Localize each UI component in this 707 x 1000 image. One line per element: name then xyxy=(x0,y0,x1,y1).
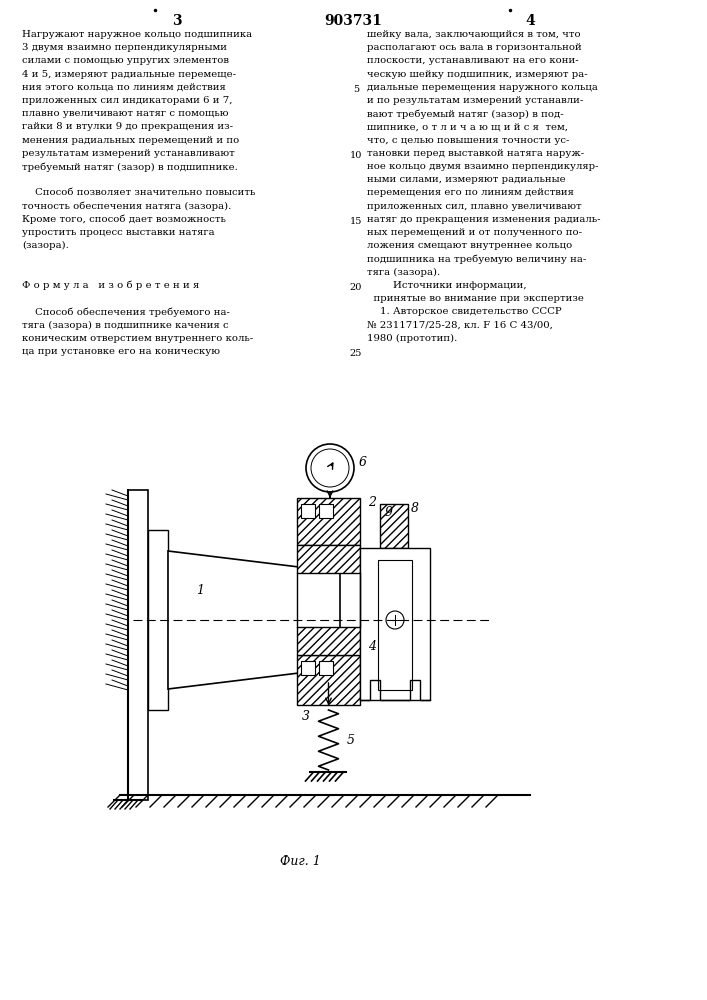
Text: плавно увеличивают натяг с помощью: плавно увеличивают натяг с помощью xyxy=(22,109,228,118)
Bar xyxy=(297,627,360,655)
Text: 4: 4 xyxy=(368,641,376,654)
Text: ния этого кольца по линиям действия: ния этого кольца по линиям действия xyxy=(22,83,226,92)
Text: 25: 25 xyxy=(350,349,362,358)
Text: 3: 3 xyxy=(302,710,310,724)
Bar xyxy=(148,530,168,710)
Text: Кроме того, способ дает возможность: Кроме того, способ дает возможность xyxy=(22,215,226,224)
Text: 9: 9 xyxy=(385,506,393,520)
Circle shape xyxy=(306,444,354,492)
Text: шейку вала, заключающийся в том, что: шейку вала, заключающийся в том, что xyxy=(367,30,580,39)
Text: 2: 2 xyxy=(368,496,376,510)
Bar xyxy=(360,548,430,700)
Bar xyxy=(128,490,148,800)
Text: (зазора).: (зазора). xyxy=(22,241,69,250)
Text: тяга (зазора) в подшипнике качения с: тяга (зазора) в подшипнике качения с xyxy=(22,320,228,330)
Text: шипнике, о т л и ч а ю щ и й с я  тем,: шипнике, о т л и ч а ю щ и й с я тем, xyxy=(367,122,568,131)
Bar xyxy=(301,504,315,518)
Text: тановки перед выставкой натяга наруж-: тановки перед выставкой натяга наруж- xyxy=(367,149,584,158)
Text: 1: 1 xyxy=(196,584,204,596)
Bar xyxy=(380,504,408,548)
Bar xyxy=(297,498,360,545)
Bar xyxy=(378,560,412,690)
Text: 8: 8 xyxy=(411,502,419,516)
Text: Источники информации,: Источники информации, xyxy=(367,281,527,290)
Text: упростить процесс выставки натяга: упростить процесс выставки натяга xyxy=(22,228,215,237)
Text: ческую шейку подшипник, измеряют ра-: ческую шейку подшипник, измеряют ра- xyxy=(367,70,588,79)
Bar xyxy=(319,504,333,518)
Bar xyxy=(301,661,315,675)
Text: 5: 5 xyxy=(353,85,359,94)
Text: коническим отверстием внутреннего коль-: коническим отверстием внутреннего коль- xyxy=(22,334,253,343)
Text: принятые во внимание при экспертизе: принятые во внимание при экспертизе xyxy=(367,294,584,303)
Text: Фиг. 1: Фиг. 1 xyxy=(280,855,320,868)
Text: располагают ось вала в горизонтальной: располагают ось вала в горизонтальной xyxy=(367,43,582,52)
Text: 5: 5 xyxy=(346,734,354,746)
Text: 3: 3 xyxy=(173,14,182,28)
Text: натяг до прекращения изменения радиаль-: натяг до прекращения изменения радиаль- xyxy=(367,215,600,224)
Text: подшипника на требуемую величину на-: подшипника на требуемую величину на- xyxy=(367,254,586,264)
Text: 903731: 903731 xyxy=(324,14,382,28)
Text: перемещения его по линиям действия: перемещения его по линиям действия xyxy=(367,188,574,197)
Text: ное кольцо двумя взаимно перпендикуляр-: ное кольцо двумя взаимно перпендикуляр- xyxy=(367,162,599,171)
Text: 6: 6 xyxy=(359,456,367,470)
Text: Нагружают наружное кольцо подшипника: Нагружают наружное кольцо подшипника xyxy=(22,30,252,39)
Text: 1980 (прототип).: 1980 (прототип). xyxy=(367,334,457,343)
Text: диальные перемещения наружного кольца: диальные перемещения наружного кольца xyxy=(367,83,598,92)
Text: плоскости, устанавливают на его кони-: плоскости, устанавливают на его кони- xyxy=(367,56,578,65)
Text: силами с помощью упругих элементов: силами с помощью упругих элементов xyxy=(22,56,229,65)
Text: 15: 15 xyxy=(350,217,362,226)
Text: 3 двумя взаимно перпендикулярными: 3 двумя взаимно перпендикулярными xyxy=(22,43,227,52)
Bar xyxy=(297,655,360,705)
Text: вают требуемый натяг (зазор) в под-: вают требуемый натяг (зазор) в под- xyxy=(367,109,563,119)
Bar xyxy=(297,545,360,573)
Text: 10: 10 xyxy=(350,151,362,160)
Text: результатам измерений устанавливают: результатам измерений устанавливают xyxy=(22,149,235,158)
Bar xyxy=(319,661,333,675)
Text: и по результатам измерений устанавли-: и по результатам измерений устанавли- xyxy=(367,96,583,105)
Text: Способ позволяет значительно повысить: Способ позволяет значительно повысить xyxy=(22,188,255,197)
Text: № 2311717/25-28, кл. F 16 C 43/00,: № 2311717/25-28, кл. F 16 C 43/00, xyxy=(367,320,553,329)
Text: требуемый натяг (зазор) в подшипнике.: требуемый натяг (зазор) в подшипнике. xyxy=(22,162,238,172)
Text: гайки 8 и втулки 9 до прекращения из-: гайки 8 и втулки 9 до прекращения из- xyxy=(22,122,233,131)
Text: ца при установке его на коническую: ца при установке его на коническую xyxy=(22,347,220,356)
Polygon shape xyxy=(168,551,340,689)
Text: 20: 20 xyxy=(350,283,362,292)
Text: 4: 4 xyxy=(525,14,535,28)
Text: приложенных сил, плавно увеличивают: приложенных сил, плавно увеличивают xyxy=(367,202,582,211)
Text: что, с целью повышения точности ус-: что, с целью повышения точности ус- xyxy=(367,136,569,145)
Text: ных перемещений и от полученного по-: ных перемещений и от полученного по- xyxy=(367,228,582,237)
Text: менения радиальных перемещений и по: менения радиальных перемещений и по xyxy=(22,136,239,145)
Text: тяга (зазора).: тяга (зазора). xyxy=(367,268,440,277)
Text: ложения смещают внутреннее кольцо: ложения смещают внутреннее кольцо xyxy=(367,241,572,250)
Text: ными силами, измеряют радиальные: ными силами, измеряют радиальные xyxy=(367,175,566,184)
Text: приложенных сил индикаторами 6 и 7,: приложенных сил индикаторами 6 и 7, xyxy=(22,96,233,105)
Text: Ф о р м у л а   и з о б р е т е н и я: Ф о р м у л а и з о б р е т е н и я xyxy=(22,281,199,290)
Text: 4 и 5, измеряют радиальные перемеще-: 4 и 5, измеряют радиальные перемеще- xyxy=(22,70,236,79)
Text: 1. Авторское свидетельство СССР: 1. Авторское свидетельство СССР xyxy=(367,307,561,316)
Text: точность обеспечения натяга (зазора).: точность обеспечения натяга (зазора). xyxy=(22,202,231,211)
Text: Способ обеспечения требуемого на-: Способ обеспечения требуемого на- xyxy=(22,307,230,317)
